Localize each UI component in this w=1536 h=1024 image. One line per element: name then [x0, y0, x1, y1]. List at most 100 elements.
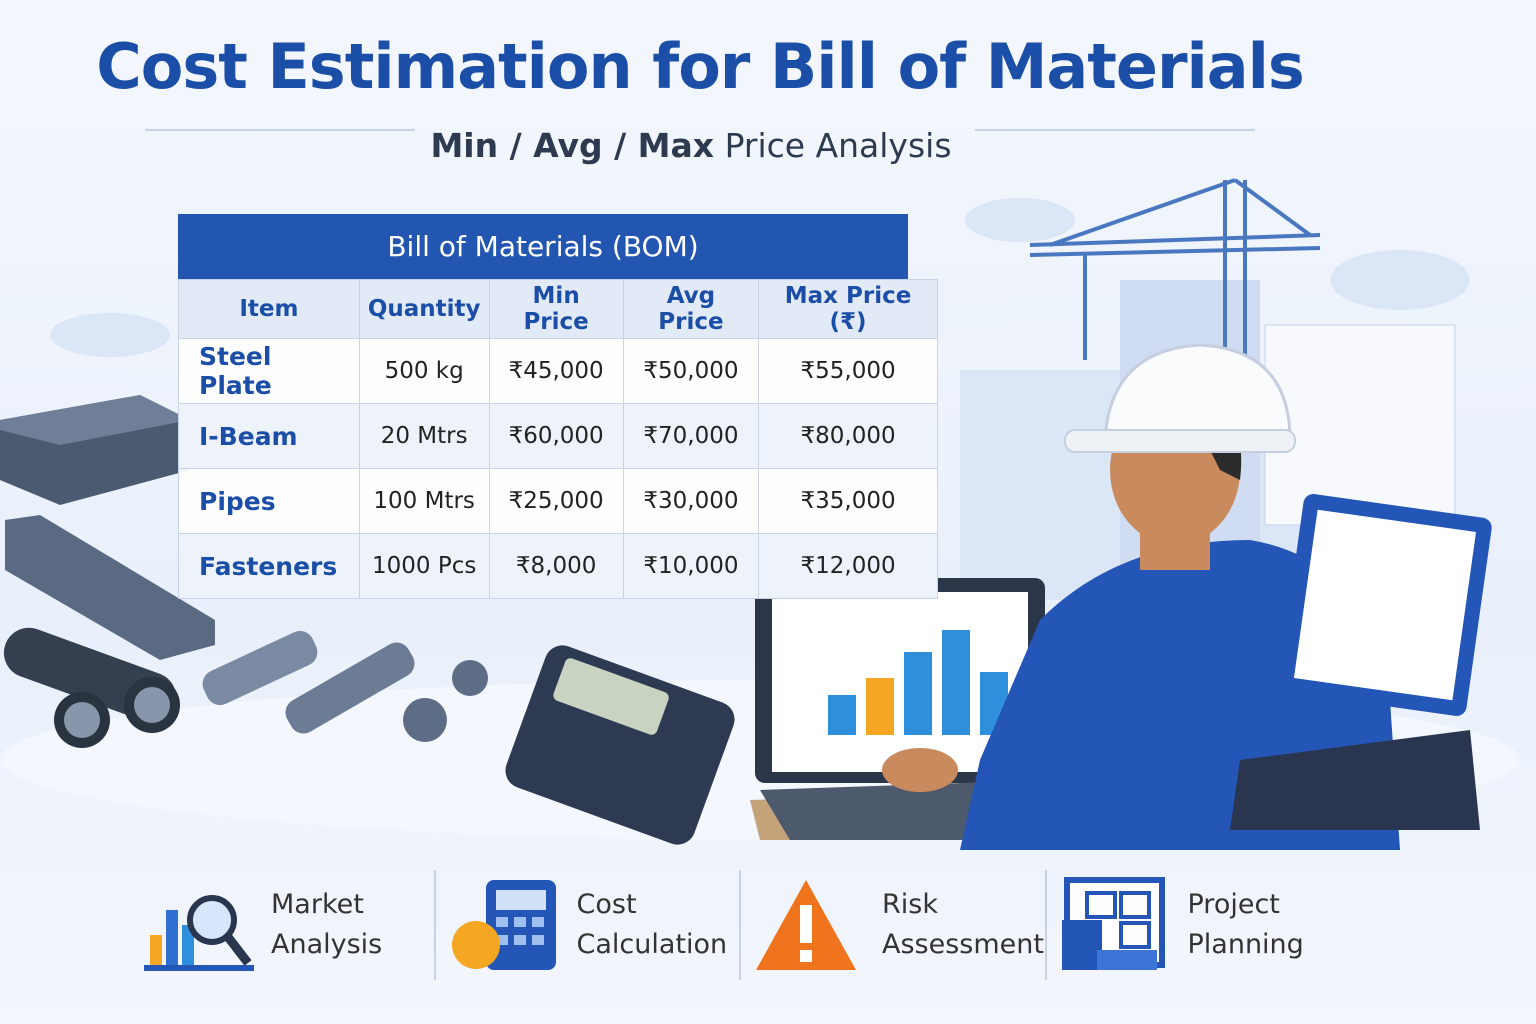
column-header: Quantity	[358, 279, 490, 339]
table-title: Bill of Materials (BOM)	[178, 214, 908, 279]
feature-icon-part-part	[495, 935, 508, 945]
feature-icon-part-part	[513, 935, 526, 945]
background-skyline-part	[1264, 324, 1456, 526]
table-body: Steel Plate 500 kg ₹45,000 ₹50,000 ₹55,000 I-…	[178, 338, 938, 599]
crane-part	[1029, 246, 1321, 257]
feature-icon-part-part	[1118, 891, 1151, 919]
header-row: Item Quantity Min Price Avg Price Max Price …	[178, 279, 938, 339]
table-cell: 20 Mtrs	[358, 403, 490, 469]
feature-label: Market Analysis	[271, 889, 383, 960]
column-header: Min Price	[488, 279, 624, 339]
materials-part	[134, 687, 170, 723]
table-cell: ₹50,000	[622, 338, 760, 404]
table-row: Steel Plate 500 kg ₹45,000 ₹50,000 ₹55,000	[178, 338, 938, 404]
table-cell: ₹30,000	[622, 468, 760, 534]
materials-part	[202, 630, 318, 706]
divider	[975, 129, 1255, 131]
subtitle-emphasis: Min / Avg / Max	[430, 126, 715, 165]
feature-label: Risk Assessment	[882, 889, 1044, 960]
engineer-part	[882, 748, 958, 792]
feature-icon-part	[224, 934, 252, 966]
subtitle-text: Price Analysis	[724, 126, 952, 165]
table-cell: ₹8,000	[488, 533, 624, 599]
item-name: I-Beam	[178, 403, 360, 469]
crane-part	[1233, 178, 1312, 237]
feature-icon-part-part	[495, 917, 508, 927]
subtitle: Min / Avg / Max Price Analysis	[0, 126, 1382, 165]
materials-part	[285, 642, 415, 734]
feature-icon	[756, 880, 856, 970]
bom-table: Bill of Materials (BOM) Item Quantity Min …	[178, 214, 938, 599]
laptop-part	[866, 678, 894, 735]
column-header: Item	[178, 279, 360, 339]
table: Item Quantity Min Price Avg Price Max Price …	[178, 279, 938, 599]
table-cell: ₹35,000	[758, 468, 938, 534]
feature-icon-part	[800, 905, 812, 943]
laptop-part	[904, 652, 932, 735]
feature-label: Cost Calculation	[576, 889, 728, 960]
table-cell: ₹55,000	[758, 338, 938, 404]
divider	[145, 129, 415, 131]
table-cell: ₹70,000	[622, 403, 760, 469]
feature-icon-part-part	[513, 917, 526, 927]
table-cell: ₹80,000	[758, 403, 938, 469]
feature-icon-part	[187, 895, 237, 945]
feature-icon-part	[800, 950, 812, 962]
column-header: Avg Price	[622, 279, 760, 339]
feature-icon-part	[1084, 891, 1151, 949]
feature-icon-part	[495, 917, 544, 945]
table-cell: ₹60,000	[488, 403, 624, 469]
table-row: Pipes 100 Mtrs ₹25,000 ₹30,000 ₹35,000	[178, 468, 938, 534]
materials	[0, 395, 488, 748]
feature-icon-part	[166, 910, 178, 965]
materials-part	[0, 395, 190, 445]
materials-part	[403, 698, 447, 742]
background-skyline-part	[965, 198, 1075, 242]
crane-part	[1049, 178, 1236, 247]
feature-icon	[144, 895, 254, 971]
calculator	[505, 645, 735, 845]
feature: Project Planning	[1047, 870, 1351, 980]
crane	[1029, 178, 1321, 380]
crane-part	[1029, 233, 1321, 247]
background-skyline-part	[1330, 250, 1470, 310]
laptop-part	[828, 695, 856, 735]
chair-and-clipboard	[1230, 494, 1492, 830]
feature: Risk Assessment	[741, 870, 1047, 980]
table-cell: 100 Mtrs	[358, 468, 490, 534]
feature-icon-part	[1096, 950, 1157, 970]
feature: Market Analysis	[130, 870, 436, 980]
feature-icon-part	[1061, 920, 1102, 970]
feature-icon-part	[495, 890, 546, 910]
feature-icon-part-part	[531, 917, 544, 927]
table-cell: 500 kg	[358, 338, 490, 404]
background-skyline-part	[50, 313, 170, 357]
feature-icon	[451, 880, 556, 970]
feature-icon-part-part	[1118, 921, 1151, 949]
feature-icon-part-part	[531, 935, 544, 945]
page-title: Cost Estimation for Bill of Materials	[96, 30, 1305, 103]
calculator-part	[553, 658, 669, 735]
table-cell: ₹10,000	[622, 533, 760, 599]
feature-icon-part-part	[1084, 891, 1117, 919]
materials-part	[5, 515, 215, 660]
column-header: Max Price (₹)	[758, 279, 938, 339]
item-name: Steel Plate	[178, 338, 360, 404]
feature-icon-part	[144, 965, 254, 971]
feature-icon	[1061, 877, 1165, 970]
item-name: Fasteners	[178, 533, 360, 599]
feature-label: Project Planning	[1187, 889, 1304, 960]
feature-icon-part	[150, 935, 162, 965]
table-cell: ₹45,000	[488, 338, 624, 404]
engineer-part	[1103, 343, 1292, 442]
materials-part	[64, 702, 100, 738]
item-name: Pipes	[178, 468, 360, 534]
engineer-part	[1064, 429, 1296, 453]
table-cell: ₹25,000	[488, 468, 624, 534]
feature: Cost Calculation	[436, 870, 741, 980]
chair-and-clipboard-part	[1293, 509, 1477, 701]
chair-and-clipboard-part	[1230, 730, 1480, 830]
feature-icon-part	[451, 921, 500, 969]
